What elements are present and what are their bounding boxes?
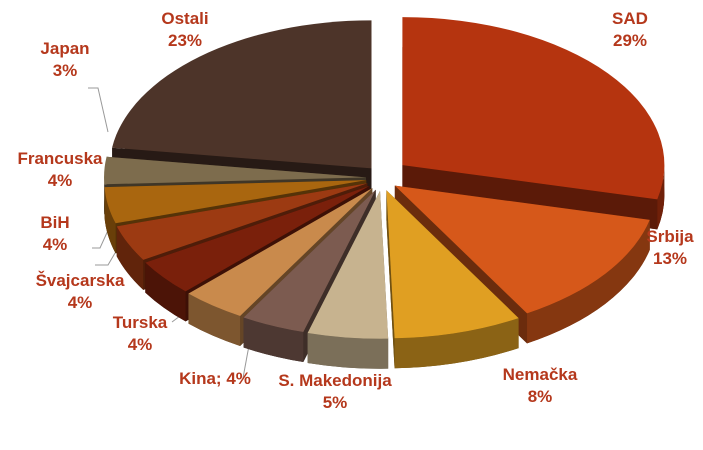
slice-wall xyxy=(188,293,241,346)
category-label: Nemačka xyxy=(502,365,578,384)
slice-label: Nemačka 8% xyxy=(480,364,600,408)
value-label: 23% xyxy=(167,31,203,50)
slice xyxy=(402,17,665,200)
slice-label: Švajcarska 4% xyxy=(10,270,150,314)
slice-wall xyxy=(116,226,144,290)
value-label: 4% xyxy=(226,369,251,388)
category-label: Švajcarska xyxy=(35,271,125,290)
value-label: 3% xyxy=(52,61,78,80)
category-label: Japan xyxy=(40,39,90,58)
category-label: Turska xyxy=(112,313,168,332)
leader-line xyxy=(88,87,109,133)
slice xyxy=(386,190,519,339)
slice xyxy=(188,188,373,316)
slice xyxy=(243,189,376,333)
value-label: 4% xyxy=(47,171,73,190)
slice-label: Japan 3% xyxy=(25,38,105,82)
category-label: Srbija xyxy=(646,227,694,246)
value-label: 5% xyxy=(322,393,348,412)
value-label: 13% xyxy=(652,249,688,268)
slices xyxy=(104,17,665,369)
category-label: S. Makedonija xyxy=(278,371,392,390)
slice-wall xyxy=(527,219,650,344)
value-label: 4% xyxy=(42,235,68,254)
slice xyxy=(104,180,367,224)
slice-wall xyxy=(657,165,665,230)
category-label: SAD xyxy=(612,9,648,28)
category-label: Francuska xyxy=(17,149,103,168)
slice xyxy=(112,20,372,169)
slice-label: SAD 29% xyxy=(585,8,675,52)
category-label: Kina; xyxy=(179,369,222,388)
leader-line xyxy=(92,225,111,249)
slice-label: Ostali 23% xyxy=(140,8,230,52)
slice-wall xyxy=(394,318,519,369)
slice-label: S. Makedonija 5% xyxy=(275,370,395,414)
leader-line xyxy=(95,247,119,266)
value-label: 4% xyxy=(127,335,153,354)
slice-wall xyxy=(243,317,304,363)
value-label: 29% xyxy=(612,31,648,50)
slice-label: Kina; 4% xyxy=(160,368,270,390)
slice xyxy=(104,156,367,185)
slice-wall xyxy=(145,262,186,322)
slice-label: Turska 4% xyxy=(95,312,185,356)
category-label: Ostali xyxy=(161,9,209,28)
value-label: 8% xyxy=(527,387,553,406)
slice-label: Francuska 4% xyxy=(0,148,120,192)
slice xyxy=(307,190,389,339)
slice-side xyxy=(386,190,395,369)
slice xyxy=(145,185,370,292)
slice-label: Srbija 13% xyxy=(630,226,703,270)
slice xyxy=(116,183,368,260)
slice-label: BiH 4% xyxy=(20,212,90,256)
category-label: BiH xyxy=(40,213,70,232)
leader-lines xyxy=(88,87,251,379)
value-label: 4% xyxy=(67,293,93,312)
slice-wall xyxy=(104,187,116,254)
slice-wall xyxy=(307,332,389,369)
slice xyxy=(394,185,650,314)
